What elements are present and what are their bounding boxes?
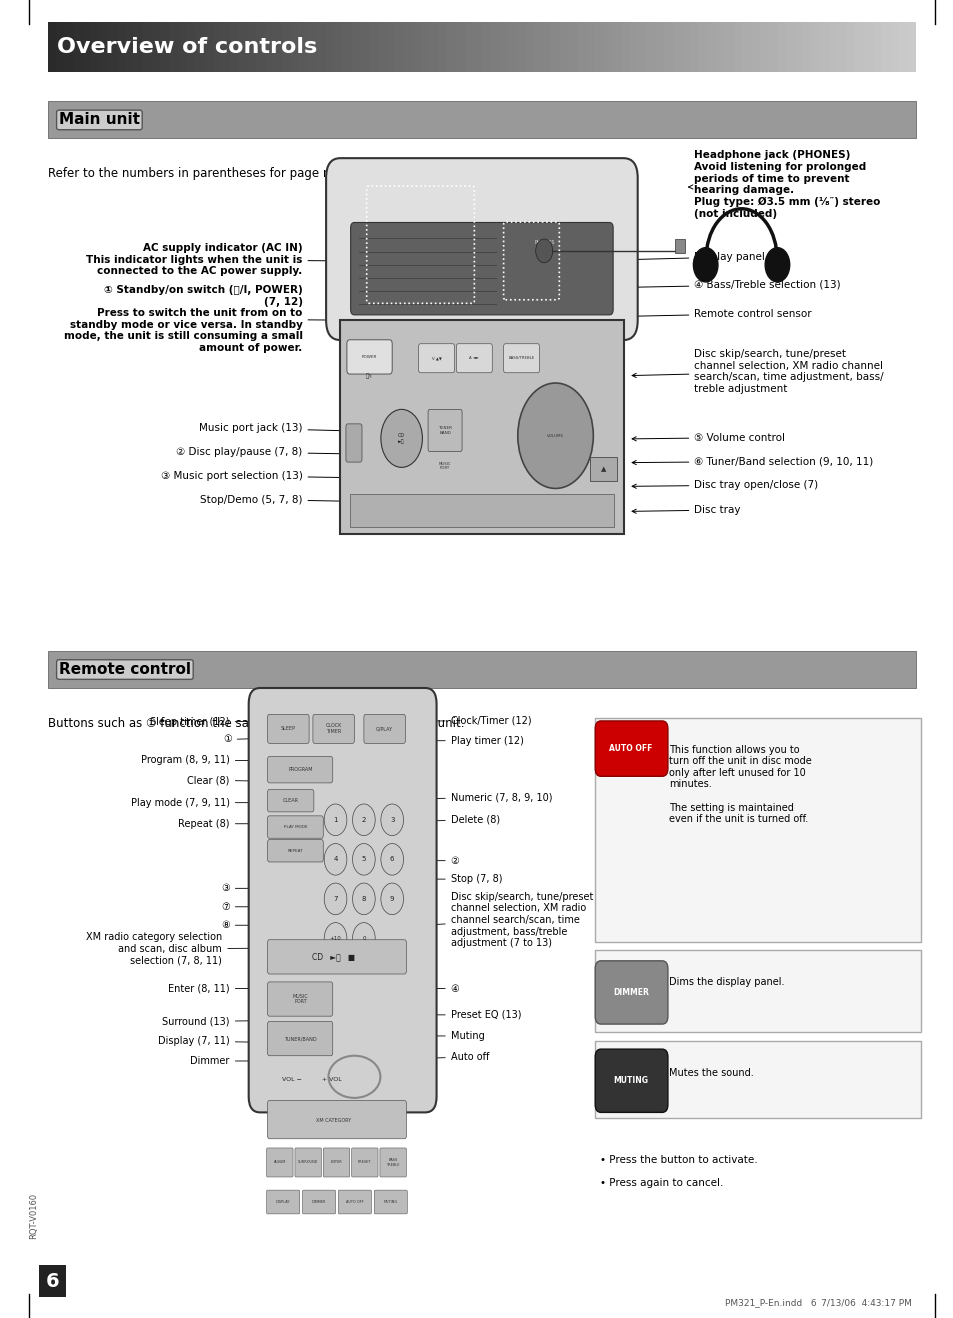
- Circle shape: [380, 804, 403, 836]
- Text: Display panel: Display panel: [632, 252, 764, 262]
- Bar: [221, 22, 230, 72]
- Text: Top of unit: Top of unit: [449, 169, 514, 182]
- Text: Main unit: Main unit: [59, 112, 140, 128]
- Circle shape: [380, 410, 422, 468]
- Text: Disc tray: Disc tray: [632, 505, 740, 515]
- FancyBboxPatch shape: [266, 1190, 299, 1214]
- Bar: [811, 22, 820, 72]
- Bar: [177, 22, 187, 72]
- Text: Play mode (7, 9, 11): Play mode (7, 9, 11): [131, 797, 292, 808]
- Circle shape: [517, 384, 593, 489]
- Text: Overview of controls: Overview of controls: [57, 37, 317, 58]
- Bar: [91, 22, 99, 72]
- Text: 6: 6: [390, 857, 394, 862]
- Text: ① Standby/on switch (⭘/I, POWER)
(7, 12)
Press to switch the unit from on to
sta: ① Standby/on switch (⭘/I, POWER) (7, 12)…: [64, 285, 359, 353]
- Text: Refer to the numbers in parentheses for page reference.: Refer to the numbers in parentheses for …: [48, 167, 382, 181]
- FancyBboxPatch shape: [267, 816, 323, 838]
- Bar: [274, 22, 282, 72]
- Text: PM321_P-En.indd   6 7/13/06  4:43:17 PM: PM321_P-En.indd 6 7/13/06 4:43:17 PM: [724, 1298, 910, 1306]
- Circle shape: [324, 804, 347, 836]
- Bar: [612, 22, 620, 72]
- Bar: [837, 22, 846, 72]
- Bar: [534, 22, 542, 72]
- FancyBboxPatch shape: [267, 1021, 333, 1056]
- Text: ⑧: ⑧: [221, 920, 296, 931]
- Bar: [681, 22, 690, 72]
- Text: • Press again to cancel.: • Press again to cancel.: [599, 1178, 722, 1189]
- Text: PROGRAM: PROGRAM: [288, 767, 313, 772]
- Text: XM radio category selection
and scan, disc album
selection (7, 8, 11): XM radio category selection and scan, di…: [86, 932, 336, 966]
- Bar: [238, 22, 247, 72]
- Bar: [447, 22, 456, 72]
- FancyBboxPatch shape: [302, 1190, 335, 1214]
- FancyBboxPatch shape: [267, 982, 333, 1016]
- FancyBboxPatch shape: [266, 1148, 293, 1177]
- Bar: [820, 22, 828, 72]
- Text: Disc skip/search, tune/preset
channel selection, XM radio
channel search/scan, t: Disc skip/search, tune/preset channel se…: [424, 892, 593, 948]
- FancyBboxPatch shape: [595, 961, 667, 1024]
- Bar: [325, 22, 334, 72]
- Bar: [595, 950, 920, 1032]
- Bar: [230, 22, 238, 72]
- FancyBboxPatch shape: [267, 1101, 406, 1139]
- Bar: [481, 22, 490, 72]
- Text: PHONES: PHONES: [534, 240, 554, 245]
- Bar: [663, 22, 672, 72]
- FancyBboxPatch shape: [267, 714, 309, 743]
- Circle shape: [324, 923, 347, 954]
- Text: Muting: Muting: [424, 1031, 484, 1041]
- Bar: [846, 22, 855, 72]
- FancyBboxPatch shape: [267, 840, 323, 862]
- Circle shape: [764, 248, 789, 282]
- Bar: [143, 22, 152, 72]
- Circle shape: [353, 883, 375, 915]
- Text: 0: 0: [362, 936, 365, 941]
- Bar: [255, 22, 265, 72]
- Text: SURROUND: SURROUND: [297, 1160, 318, 1165]
- FancyBboxPatch shape: [374, 1190, 407, 1214]
- Bar: [386, 22, 395, 72]
- Bar: [282, 22, 291, 72]
- Bar: [750, 22, 760, 72]
- Text: Play timer (12): Play timer (12): [424, 735, 523, 746]
- Text: Disc skip/search, tune/preset
channel selection, XM radio channel
search/scan, t: Disc skip/search, tune/preset channel se…: [632, 349, 883, 394]
- Text: Display (7, 11): Display (7, 11): [158, 1036, 276, 1046]
- Bar: [152, 22, 160, 72]
- Text: Sleep timer (12): Sleep timer (12): [151, 717, 282, 728]
- Text: MUSIC
PORT: MUSIC PORT: [438, 461, 451, 471]
- FancyBboxPatch shape: [379, 1148, 406, 1177]
- Bar: [334, 22, 342, 72]
- Text: AUTO OFF: AUTO OFF: [345, 1199, 363, 1205]
- Bar: [724, 22, 733, 72]
- Text: DIMMER: DIMMER: [613, 988, 648, 996]
- Text: ③ Music port selection (13): ③ Music port selection (13): [160, 471, 397, 481]
- FancyBboxPatch shape: [428, 410, 461, 452]
- Text: Repeat (8): Repeat (8): [178, 818, 292, 829]
- Bar: [855, 22, 863, 72]
- Bar: [629, 22, 638, 72]
- Text: ▲: ▲: [600, 467, 606, 472]
- Text: Remote control sensor: Remote control sensor: [632, 308, 811, 319]
- Bar: [316, 22, 325, 72]
- FancyBboxPatch shape: [323, 1148, 350, 1177]
- Text: BASS/TREBLE: BASS/TREBLE: [508, 356, 534, 360]
- Text: CLOCK
TIMER: CLOCK TIMER: [325, 724, 341, 734]
- Bar: [760, 22, 768, 72]
- Circle shape: [380, 883, 403, 915]
- Text: Preset EQ (13): Preset EQ (13): [424, 1010, 520, 1020]
- Text: ④ Bass/Treble selection (13): ④ Bass/Treble selection (13): [632, 279, 841, 290]
- Text: Surround (13): Surround (13): [162, 1016, 306, 1027]
- Bar: [412, 22, 420, 72]
- Bar: [595, 718, 920, 942]
- Bar: [655, 22, 663, 72]
- Text: PRESET: PRESET: [357, 1160, 371, 1165]
- Text: Numeric (7, 8, 9, 10): Numeric (7, 8, 9, 10): [424, 792, 552, 803]
- Bar: [160, 22, 169, 72]
- Bar: [585, 22, 595, 72]
- Bar: [456, 22, 464, 72]
- FancyBboxPatch shape: [352, 1148, 377, 1177]
- Text: 5: 5: [361, 857, 366, 862]
- Bar: [785, 22, 794, 72]
- Text: 9: 9: [390, 896, 394, 902]
- Bar: [517, 22, 525, 72]
